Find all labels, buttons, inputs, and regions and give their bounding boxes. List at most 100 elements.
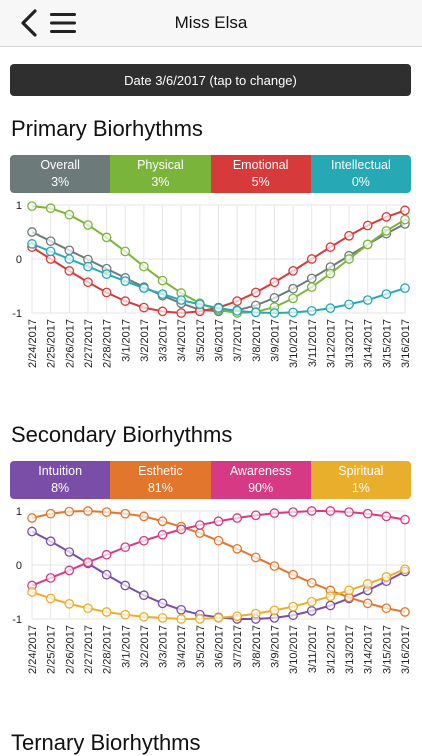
data-point [176, 308, 187, 318]
tab-intuition[interactable]: Intuition 8% [10, 461, 111, 499]
data-point [120, 609, 131, 620]
data-point [101, 569, 112, 580]
data-point [83, 506, 93, 516]
data-point [232, 296, 242, 306]
menu-button[interactable] [50, 11, 76, 35]
data-point [362, 220, 373, 231]
data-point [288, 610, 298, 621]
back-button[interactable] [16, 9, 44, 37]
x-tick-label: 3/7/2017 [232, 625, 244, 668]
data-point [306, 577, 317, 588]
tab-overall[interactable]: Overall 3% [10, 155, 111, 193]
x-tick-label: 3/3/2017 [158, 625, 170, 668]
data-point [250, 287, 261, 298]
data-point [139, 283, 149, 294]
data-point [362, 508, 373, 519]
data-point [120, 580, 131, 591]
x-tick-label: 3/4/2017 [176, 625, 188, 668]
primary-chart: 1 0 -1 2/24/2017 2/25/2017 2/26/2017 2/27/2017… [12, 200, 412, 368]
data-point [83, 220, 93, 230]
data-point [306, 273, 317, 284]
data-point [344, 254, 354, 264]
data-point [83, 603, 93, 614]
tab-label: Awareness [229, 464, 292, 478]
tab-label: Overall [40, 158, 80, 172]
tab-esthetic[interactable]: Esthetic 81% [110, 461, 211, 499]
data-point [195, 299, 205, 310]
data-point [344, 230, 354, 241]
data-point [64, 599, 75, 609]
data-point [64, 506, 75, 517]
primary-tabs: Overall 3% Physical 3% Emotional 5% Intelle… [10, 155, 411, 193]
hamburger-menu-icon [50, 13, 76, 33]
x-tick-label: 3/3/2017 [158, 319, 170, 362]
x-tick-label: 3/14/2017 [363, 319, 375, 368]
chevron-left-icon [21, 9, 37, 37]
x-tick-label: 3/16/2017 [400, 625, 412, 674]
data-point [400, 214, 410, 225]
x-tick-label: 3/5/2017 [195, 625, 207, 668]
tab-spiritual[interactable]: Spiritual 1% [310, 461, 411, 499]
data-point [232, 513, 242, 523]
y-tick-label: 1 [16, 506, 22, 518]
data-point [325, 268, 336, 279]
data-point [83, 261, 93, 272]
x-tick-label: 3/5/2017 [195, 319, 207, 362]
x-tick-label: 3/10/2017 [288, 625, 300, 674]
x-tick-label: 2/25/2017 [46, 319, 58, 368]
data-point [362, 295, 373, 305]
data-point [213, 516, 224, 527]
data-point [157, 306, 168, 317]
data-point [195, 520, 205, 530]
data-point [344, 507, 354, 517]
x-tick-label: 2/26/2017 [64, 625, 76, 674]
date-button[interactable]: Date 3/6/2017 (tap to change) [10, 64, 411, 96]
x-tick-label: 2/24/2017 [27, 319, 39, 368]
data-point [250, 307, 261, 318]
data-point [325, 242, 336, 252]
data-point [306, 305, 317, 316]
data-point [325, 506, 336, 516]
data-point [120, 542, 131, 553]
data-point [120, 246, 131, 257]
data-point [213, 535, 224, 546]
x-tick-label: 3/9/2017 [269, 625, 281, 668]
data-point [120, 276, 131, 286]
data-point [139, 535, 149, 546]
data-point [381, 572, 392, 582]
data-point [176, 524, 187, 535]
x-tick-label: 3/13/2017 [344, 625, 356, 674]
data-point [157, 598, 168, 609]
data-point [306, 506, 317, 516]
data-point [250, 552, 261, 563]
data-point [269, 508, 280, 519]
data-point [306, 606, 317, 616]
x-tick-label: 3/15/2017 [381, 625, 393, 674]
tab-physical[interactable]: Physical 3% [110, 155, 211, 193]
tab-label: Spiritual [338, 464, 384, 478]
x-tick-label: 2/24/2017 [27, 625, 39, 674]
data-point [288, 601, 298, 612]
data-point [83, 277, 93, 288]
data-point [139, 590, 149, 601]
data-point [101, 287, 112, 298]
x-tick-label: 3/4/2017 [176, 319, 188, 362]
data-point [344, 585, 354, 596]
tab-value: 90% [248, 481, 274, 495]
data-point [27, 227, 37, 237]
x-tick-label: 3/2/2017 [139, 319, 151, 362]
tab-emotional[interactable]: Emotional 5% [210, 155, 311, 193]
x-tick-label: 3/14/2017 [363, 625, 375, 674]
data-point [139, 611, 149, 622]
x-tick-label: 2/28/2017 [102, 625, 114, 674]
x-tick-label: 2/26/2017 [64, 319, 76, 368]
tab-label: Physical [137, 158, 184, 172]
tab-awareness[interactable]: Awareness 90% [210, 461, 311, 499]
tab-value: 5% [251, 175, 270, 189]
data-point [269, 561, 280, 571]
data-point [362, 239, 373, 250]
x-tick-label: 3/2/2017 [139, 625, 151, 668]
tab-intellectual[interactable]: Intellectual 0% [310, 155, 411, 193]
x-tick-label: 2/27/2017 [83, 625, 95, 674]
data-point [381, 212, 392, 222]
